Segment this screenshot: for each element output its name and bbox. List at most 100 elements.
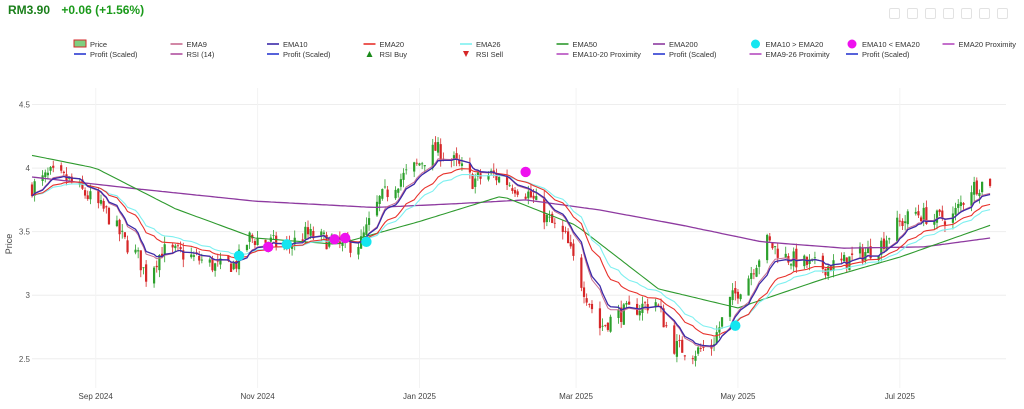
candle <box>248 231 251 249</box>
zoom-in-icon[interactable] <box>943 8 954 19</box>
candle <box>638 304 641 321</box>
candle-body <box>402 172 405 180</box>
candle-body <box>134 249 137 253</box>
candle-body <box>214 263 217 271</box>
candle <box>272 229 275 241</box>
candle-body <box>89 191 92 200</box>
crossover-up-marker <box>361 236 372 248</box>
candle-body <box>904 221 907 224</box>
candle <box>145 260 148 287</box>
candle-body <box>405 169 408 171</box>
candle <box>919 215 923 222</box>
candle-body <box>681 339 684 353</box>
legend-label: EMA200 <box>669 40 698 49</box>
reset-icon[interactable] <box>997 8 1008 19</box>
candle <box>774 245 777 255</box>
candle-body <box>83 190 87 196</box>
candle <box>86 190 89 201</box>
candle <box>601 318 604 332</box>
candle <box>545 213 548 227</box>
candle <box>622 302 625 326</box>
candle-body <box>102 200 105 209</box>
candle-body <box>179 247 182 250</box>
candle <box>681 336 684 353</box>
candle-body <box>869 246 872 259</box>
autoscale-icon[interactable] <box>979 8 990 19</box>
candle <box>413 161 416 178</box>
candle-body <box>906 211 909 225</box>
zoom-icon[interactable] <box>907 8 918 19</box>
candle-body <box>548 216 551 218</box>
legend-item: Price <box>73 39 107 49</box>
candle <box>535 188 538 201</box>
legend-item: EMA10 <box>267 40 308 49</box>
candle <box>739 293 742 302</box>
candle-body <box>275 235 278 247</box>
legend-item: EMA10-20 Proximity <box>556 50 641 59</box>
candle <box>938 208 941 216</box>
candle <box>795 243 798 273</box>
candle <box>694 350 697 367</box>
candle-body <box>52 165 55 168</box>
candle-body <box>784 253 787 258</box>
candle-body <box>381 189 384 199</box>
candle <box>654 298 657 312</box>
candle <box>858 242 862 259</box>
candle-body <box>702 346 705 348</box>
candle-body <box>155 265 158 268</box>
candle-body <box>375 201 379 216</box>
candle <box>988 178 992 188</box>
candle-body <box>866 247 870 254</box>
candle-body <box>731 290 734 301</box>
legend-swatch <box>73 39 87 48</box>
candle-body <box>137 250 140 252</box>
candle-body <box>975 180 978 195</box>
candle-body <box>959 202 962 207</box>
camera-icon[interactable] <box>889 8 900 19</box>
candle <box>548 210 551 223</box>
candle <box>553 218 556 229</box>
candle-body <box>933 219 936 225</box>
candle-body <box>171 244 174 248</box>
candle <box>378 194 381 212</box>
candle-body <box>755 267 758 277</box>
zoom-out-icon[interactable] <box>961 8 972 19</box>
candle <box>832 254 835 278</box>
candle <box>381 188 384 201</box>
candle <box>397 188 400 198</box>
candle-body <box>434 142 437 151</box>
candle-body <box>739 294 742 300</box>
candle <box>885 235 888 252</box>
candle-body <box>736 291 740 299</box>
legend-item: EMA20 Proximity <box>942 40 1016 49</box>
candle <box>901 218 904 230</box>
candle-body <box>896 217 899 242</box>
legend-item: EMA9 <box>170 40 207 49</box>
candle-body <box>657 304 660 306</box>
pan-icon[interactable] <box>925 8 936 19</box>
candle-body <box>460 163 464 166</box>
candle-body <box>609 316 612 332</box>
candle-body <box>216 260 219 262</box>
candle-body <box>535 196 538 200</box>
crossover-down-marker <box>339 232 351 244</box>
candle-body <box>115 220 119 227</box>
candle-body <box>378 195 381 205</box>
candle <box>105 205 108 214</box>
candle <box>155 260 158 273</box>
candle <box>766 233 769 264</box>
candle <box>813 251 817 265</box>
candle-body <box>33 181 36 196</box>
candle <box>497 175 501 184</box>
candle <box>959 195 962 212</box>
candle <box>643 301 647 310</box>
legend-item: EMA50 <box>556 40 597 49</box>
candle <box>33 178 36 202</box>
candle-body <box>601 325 604 327</box>
candle-body <box>455 153 458 159</box>
candle-body <box>914 211 917 214</box>
candle-body <box>192 255 195 257</box>
candle-body <box>628 301 631 305</box>
candle-body <box>545 214 548 223</box>
candle <box>728 296 732 322</box>
